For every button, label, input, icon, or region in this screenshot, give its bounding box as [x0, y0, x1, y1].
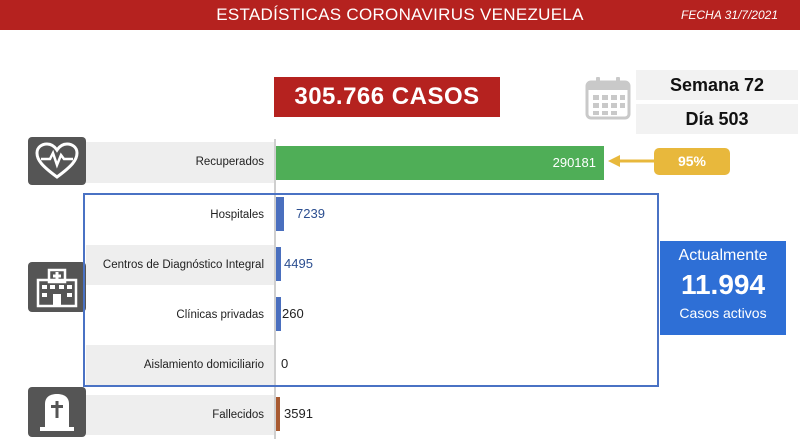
label-recuperados: Recuperados — [195, 156, 264, 168]
bar-clinicas — [276, 297, 281, 331]
value-recuperados: 290181 — [552, 155, 596, 170]
value-clinicas: 260 — [282, 306, 304, 321]
label-clinicas: Clínicas privadas — [176, 309, 264, 321]
row-bg-cdi — [86, 245, 274, 285]
label-cdi: Centros de Diagnóstico Integral — [102, 259, 264, 271]
bar-recuperados — [276, 146, 604, 180]
chart-axis — [274, 139, 276, 439]
value-cdi: 4495 — [284, 256, 313, 271]
active-cases-subtitle: Casos activos — [679, 305, 767, 321]
bar-cdi — [276, 247, 282, 281]
page-title: ESTADÍSTICAS CORONAVIRUS VENEZUELA — [216, 5, 584, 24]
hospital-icon-box — [28, 262, 86, 312]
heart-icon-box — [28, 137, 86, 185]
tombstone-icon-box — [28, 387, 86, 437]
semana-box: Semana 72 — [636, 70, 798, 100]
label-aislamiento: Aislamiento domiciliario — [143, 359, 264, 371]
active-cases-value: 11.994 — [680, 269, 766, 300]
header-bar — [0, 0, 800, 30]
hospitalized-frame — [83, 193, 659, 387]
row-bg-fallecidos — [86, 395, 274, 435]
value-aislamiento: 0 — [281, 356, 289, 371]
tombstone-icon — [40, 394, 74, 431]
bar-fallecidos — [276, 397, 281, 431]
active-cases-box: Actualmente 11.994 Casos activos — [660, 241, 786, 335]
arrow-left-icon — [608, 155, 656, 167]
bar-hospitales — [276, 197, 285, 231]
value-fallecidos: 3591 — [284, 406, 313, 421]
heart-pulse-icon — [35, 142, 79, 179]
calendar-icon — [585, 77, 631, 120]
label-fallecidos: Fallecidos — [212, 409, 264, 421]
recuperados-percent-badge: 95% — [654, 148, 730, 175]
active-cases-title: Actualmente — [678, 247, 768, 264]
row-bg-recuperados — [86, 142, 274, 183]
total-cases-badge: 305.766 CASOS — [274, 77, 500, 117]
row-bg-aislamiento — [86, 345, 274, 385]
dia-box: Día 503 — [636, 104, 798, 134]
hospital-icon — [36, 268, 78, 308]
date-label: FECHA 31/7/2021 — [681, 8, 778, 22]
label-hospitales: Hospitales — [210, 209, 264, 221]
value-hospitales: 7239 — [296, 206, 325, 221]
